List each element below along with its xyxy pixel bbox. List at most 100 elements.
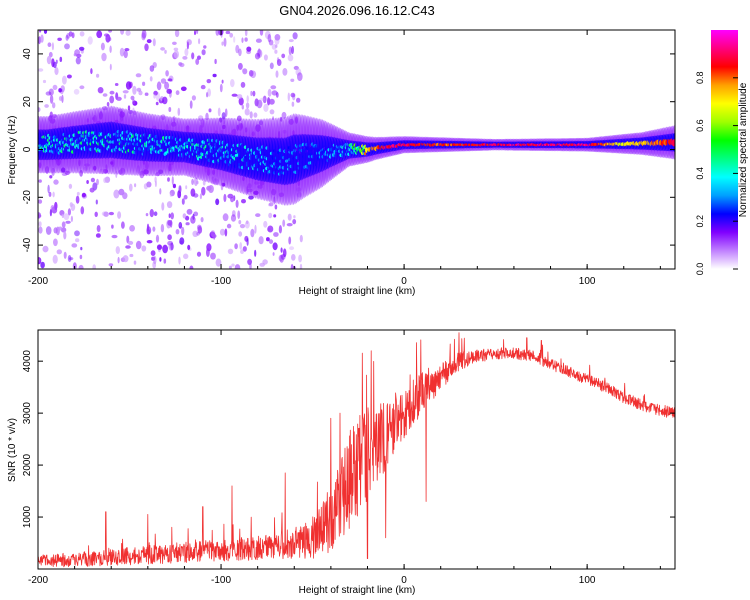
heatmap-cell bbox=[58, 226, 63, 231]
heatmap-cell bbox=[270, 85, 277, 90]
heatmap-cell bbox=[171, 176, 174, 186]
spectrogram-heatmap bbox=[38, 30, 675, 269]
heatmap-cell bbox=[45, 91, 52, 96]
heatmap-cell bbox=[182, 213, 187, 219]
heatmap-cell bbox=[191, 52, 195, 60]
heatmap-cell bbox=[114, 83, 119, 86]
heatmap-cell bbox=[75, 57, 81, 65]
heatmap-cell bbox=[109, 63, 112, 71]
heatmap-cell bbox=[182, 56, 188, 60]
heatmap-cell bbox=[186, 41, 189, 50]
heatmap-cell bbox=[52, 84, 58, 90]
heatmap-cell bbox=[240, 249, 244, 254]
heatmap-cell bbox=[38, 179, 42, 183]
heatmap-cell bbox=[267, 97, 271, 106]
heatmap-cell bbox=[208, 108, 212, 113]
heatmap-cell bbox=[183, 194, 188, 200]
heatmap-cell bbox=[180, 86, 187, 92]
heatmap-cell bbox=[200, 84, 206, 90]
snr-series-line bbox=[38, 332, 675, 568]
heatmap-cell bbox=[193, 193, 199, 198]
heatmap-cell bbox=[288, 46, 292, 56]
heatmap-cell bbox=[227, 248, 234, 255]
x-tick-label: -100 bbox=[211, 575, 231, 586]
heatmap-cell bbox=[66, 74, 72, 79]
heatmap-cell bbox=[169, 189, 175, 197]
heatmap-cell bbox=[287, 92, 290, 102]
heatmap-cell bbox=[221, 41, 224, 46]
heatmap-cell bbox=[245, 102, 250, 109]
heatmap-cell bbox=[40, 261, 45, 269]
heatmap-cell bbox=[53, 238, 58, 247]
heatmap-cell bbox=[259, 30, 264, 36]
heatmap-cell bbox=[100, 42, 105, 51]
heatmap-cell bbox=[242, 246, 247, 252]
heatmap-cell bbox=[168, 213, 171, 218]
heatmap-cell bbox=[223, 193, 227, 203]
heatmap-cell bbox=[268, 239, 274, 244]
heatmap-cell bbox=[75, 195, 80, 204]
heatmap-cell bbox=[267, 88, 272, 97]
heatmap-cell bbox=[269, 109, 275, 115]
heatmap-cell bbox=[229, 32, 234, 38]
heatmap-cell bbox=[201, 186, 206, 196]
heatmap-cell bbox=[75, 238, 80, 243]
snr-x-ticks: -200 -100 0 100 bbox=[28, 330, 661, 586]
heatmap-cell bbox=[272, 252, 275, 256]
heatmap-cell bbox=[269, 98, 275, 105]
heatmap-cell bbox=[135, 73, 142, 78]
heatmap-cell bbox=[70, 215, 73, 222]
heatmap-cell bbox=[239, 242, 243, 250]
heatmap-cell bbox=[113, 189, 120, 199]
heatmap-cell bbox=[254, 224, 257, 234]
heatmap-cell bbox=[215, 198, 220, 206]
heatmap-cell bbox=[69, 202, 73, 208]
heatmap-cell bbox=[101, 211, 108, 216]
heatmap-cell bbox=[54, 67, 59, 76]
heatmap-cell bbox=[186, 208, 193, 215]
heatmap-cell bbox=[268, 212, 273, 219]
heatmap-cell bbox=[38, 257, 42, 265]
heatmap-cell bbox=[63, 213, 70, 221]
colorbar-label: Normalized spectral amplitude bbox=[738, 82, 749, 217]
heatmap-cell bbox=[61, 94, 64, 103]
heatmap-cell bbox=[87, 36, 93, 45]
heatmap-cell bbox=[90, 68, 93, 75]
heatmap-cell bbox=[97, 87, 104, 94]
heatmap-cell bbox=[198, 38, 201, 45]
heatmap-cell bbox=[116, 96, 122, 101]
heatmap-cell bbox=[206, 243, 212, 252]
heatmap-cell bbox=[278, 225, 282, 234]
heatmap-cell bbox=[250, 70, 257, 79]
heatmap-cell bbox=[262, 259, 268, 265]
heatmap-cell bbox=[74, 230, 80, 237]
heatmap-cell bbox=[86, 180, 89, 184]
heatmap-cell bbox=[252, 90, 256, 97]
heatmap-cell bbox=[203, 45, 207, 49]
heatmap-cell bbox=[292, 32, 298, 40]
heatmap-cell bbox=[135, 240, 142, 250]
heatmap-cell bbox=[168, 107, 172, 112]
heatmap-cell bbox=[262, 95, 267, 104]
heatmap-cell bbox=[61, 214, 65, 218]
spectrogram-y-ticks: -40 -20 0 20 40 bbox=[22, 48, 675, 252]
heatmap-cell bbox=[291, 101, 295, 107]
heatmap-cell bbox=[244, 30, 248, 37]
heatmap-cell bbox=[208, 185, 214, 193]
heatmap-cell bbox=[177, 107, 181, 116]
heatmap-cell bbox=[215, 30, 220, 36]
heatmap-cell bbox=[267, 34, 272, 43]
heatmap-cell bbox=[46, 55, 52, 65]
heatmap-cell bbox=[271, 44, 277, 50]
heatmap-cell bbox=[109, 90, 115, 95]
heatmap-cell bbox=[244, 37, 248, 42]
colorbar-gradient bbox=[711, 30, 738, 269]
heatmap-cell bbox=[71, 32, 75, 39]
y-tick-label: 40 bbox=[22, 48, 33, 60]
heatmap-cell bbox=[48, 191, 52, 197]
heatmap-cell bbox=[60, 227, 67, 233]
heatmap-cell bbox=[250, 90, 253, 97]
heatmap-cell bbox=[170, 212, 174, 220]
heatmap-cell bbox=[191, 95, 196, 101]
heatmap-cell bbox=[117, 256, 120, 264]
